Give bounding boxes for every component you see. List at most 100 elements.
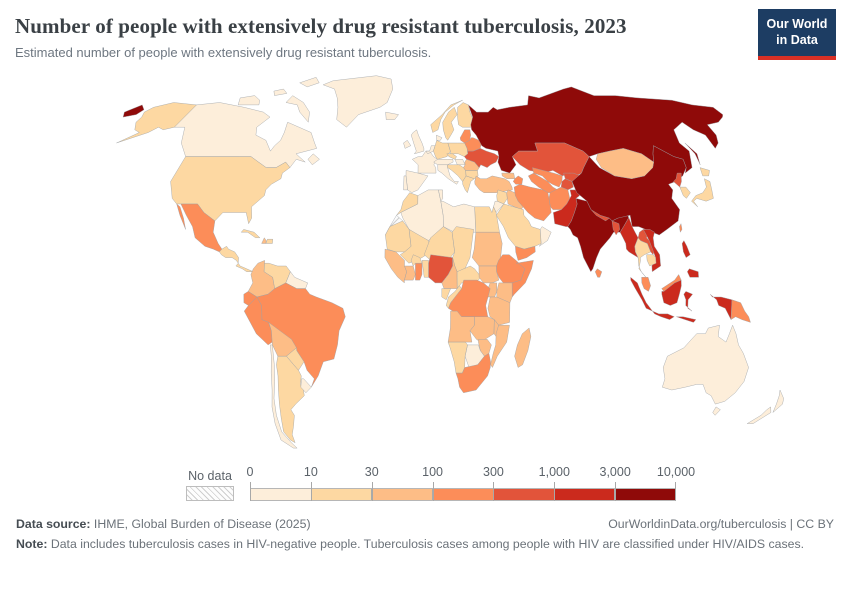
country-new_zealand[interactable] — [772, 389, 784, 413]
country-canada[interactable] — [285, 95, 310, 123]
country-canada[interactable] — [307, 153, 320, 166]
country-georgia[interactable] — [501, 173, 516, 180]
legend-tick-mark — [310, 482, 312, 502]
country-cambodia[interactable] — [646, 254, 657, 267]
country-portugal[interactable] — [403, 175, 408, 191]
legend-segment-3,000–10,000[interactable] — [614, 489, 676, 501]
country-indonesia[interactable] — [676, 316, 697, 323]
country-sri_lanka[interactable] — [594, 268, 603, 278]
legend-tick-mark — [554, 482, 556, 502]
country-france[interactable] — [411, 151, 438, 174]
country-greenland[interactable] — [322, 75, 394, 128]
country-russia[interactable] — [684, 143, 701, 166]
country-canada[interactable] — [299, 77, 320, 88]
legend-segment-10–30[interactable] — [310, 489, 372, 501]
legend-segment-1,000–3,000[interactable] — [553, 489, 615, 501]
country-dominican_republic[interactable] — [265, 239, 274, 244]
country-philippines[interactable] — [681, 240, 691, 259]
country-mexico[interactable] — [176, 203, 186, 230]
country-chad[interactable] — [451, 226, 474, 273]
country-malaysia[interactable] — [641, 277, 651, 292]
country-denmark[interactable] — [436, 135, 443, 141]
country-brazil[interactable] — [256, 282, 346, 388]
country-bangladesh[interactable] — [611, 220, 620, 236]
country-usa[interactable] — [116, 102, 197, 144]
country-myanmar[interactable] — [619, 215, 639, 259]
country-south_sudan[interactable] — [478, 266, 500, 284]
country-ghana[interactable] — [415, 263, 423, 281]
country-canada[interactable] — [237, 95, 260, 106]
country-baltics[interactable] — [459, 129, 471, 144]
country-kazakhstan[interactable] — [512, 143, 590, 177]
country-indonesia[interactable] — [710, 294, 733, 321]
country-mongolia[interactable] — [595, 148, 654, 180]
country-congo[interactable] — [445, 285, 462, 309]
country-south_africa[interactable] — [455, 353, 491, 394]
country-alpine[interactable] — [433, 159, 454, 166]
country-oman[interactable] — [539, 226, 552, 247]
country-tunisia[interactable] — [438, 189, 444, 202]
legend-segment-100–300[interactable] — [432, 489, 493, 501]
country-guatemala[interactable] — [219, 246, 239, 265]
legend-segment-30–100[interactable] — [371, 489, 433, 501]
country-uruguay[interactable] — [300, 378, 312, 394]
country-togo_benin[interactable] — [421, 260, 429, 278]
country-ireland[interactable] — [403, 140, 412, 149]
country-russia[interactable] — [122, 104, 145, 118]
country-iceland[interactable] — [385, 112, 399, 121]
country-russia[interactable] — [467, 86, 724, 174]
country-madagascar[interactable] — [514, 327, 532, 369]
country-gabon[interactable] — [441, 288, 451, 301]
country-spain[interactable] — [405, 170, 429, 194]
country-cuba[interactable] — [240, 229, 261, 239]
country-vietnam[interactable] — [642, 229, 661, 273]
country-norway[interactable] — [430, 100, 463, 134]
no-data-swatch[interactable] — [186, 486, 234, 502]
country-czechia[interactable] — [446, 153, 457, 160]
legend-segment-0–10[interactable] — [251, 489, 311, 501]
country-canada[interactable] — [273, 89, 288, 97]
country-pakistan[interactable] — [553, 189, 580, 228]
country-indonesia[interactable] — [630, 277, 654, 312]
country-japan[interactable] — [691, 178, 714, 208]
country-indonesia[interactable] — [651, 310, 675, 321]
country-germany[interactable] — [433, 140, 451, 160]
country-chile[interactable] — [270, 344, 298, 449]
country-papua_new_guinea[interactable] — [730, 299, 751, 323]
country-saudi_arabia[interactable] — [496, 204, 542, 250]
country-finland[interactable] — [457, 102, 474, 128]
country-sudan[interactable] — [471, 232, 503, 267]
legend-segment-300–1,000[interactable] — [492, 489, 554, 501]
country-yemen[interactable] — [515, 246, 536, 261]
country-australia[interactable] — [662, 324, 749, 405]
country-greece[interactable] — [462, 175, 475, 194]
country-indonesia[interactable] — [683, 291, 693, 312]
country-turkey[interactable] — [474, 175, 513, 194]
country-indonesia[interactable] — [661, 280, 682, 306]
country-japan[interactable] — [699, 167, 710, 177]
country-south_korea[interactable] — [679, 187, 691, 199]
legend-color-bar — [250, 488, 676, 502]
country-ecuador[interactable] — [243, 291, 258, 307]
country-uzbekistan[interactable] — [532, 167, 563, 188]
attribution-link[interactable]: OurWorldinData.org/tuberculosis | CC BY — [608, 517, 834, 532]
country-uk[interactable] — [410, 129, 425, 155]
country-azerbaijan[interactable] — [512, 175, 524, 185]
country-haiti[interactable] — [261, 237, 267, 244]
country-sweden[interactable] — [442, 107, 458, 141]
country-mozambique[interactable] — [490, 325, 510, 369]
owid-logo[interactable]: Our World in Data — [758, 9, 836, 60]
country-hungary[interactable] — [454, 159, 466, 166]
country-australia[interactable] — [712, 406, 721, 416]
country-philippines[interactable] — [687, 268, 699, 278]
map-container — [26, 74, 850, 461]
country-argentina[interactable] — [276, 356, 305, 444]
country-iran[interactable] — [513, 184, 552, 222]
country-jordan_israel[interactable] — [493, 201, 505, 214]
country-panama[interactable] — [235, 263, 254, 273]
country-taiwan[interactable] — [679, 223, 683, 234]
country-ukraine[interactable] — [464, 148, 500, 169]
country-burkina_faso[interactable] — [410, 254, 423, 267]
country-new_zealand[interactable] — [746, 406, 772, 425]
country-north_korea[interactable] — [673, 173, 682, 188]
